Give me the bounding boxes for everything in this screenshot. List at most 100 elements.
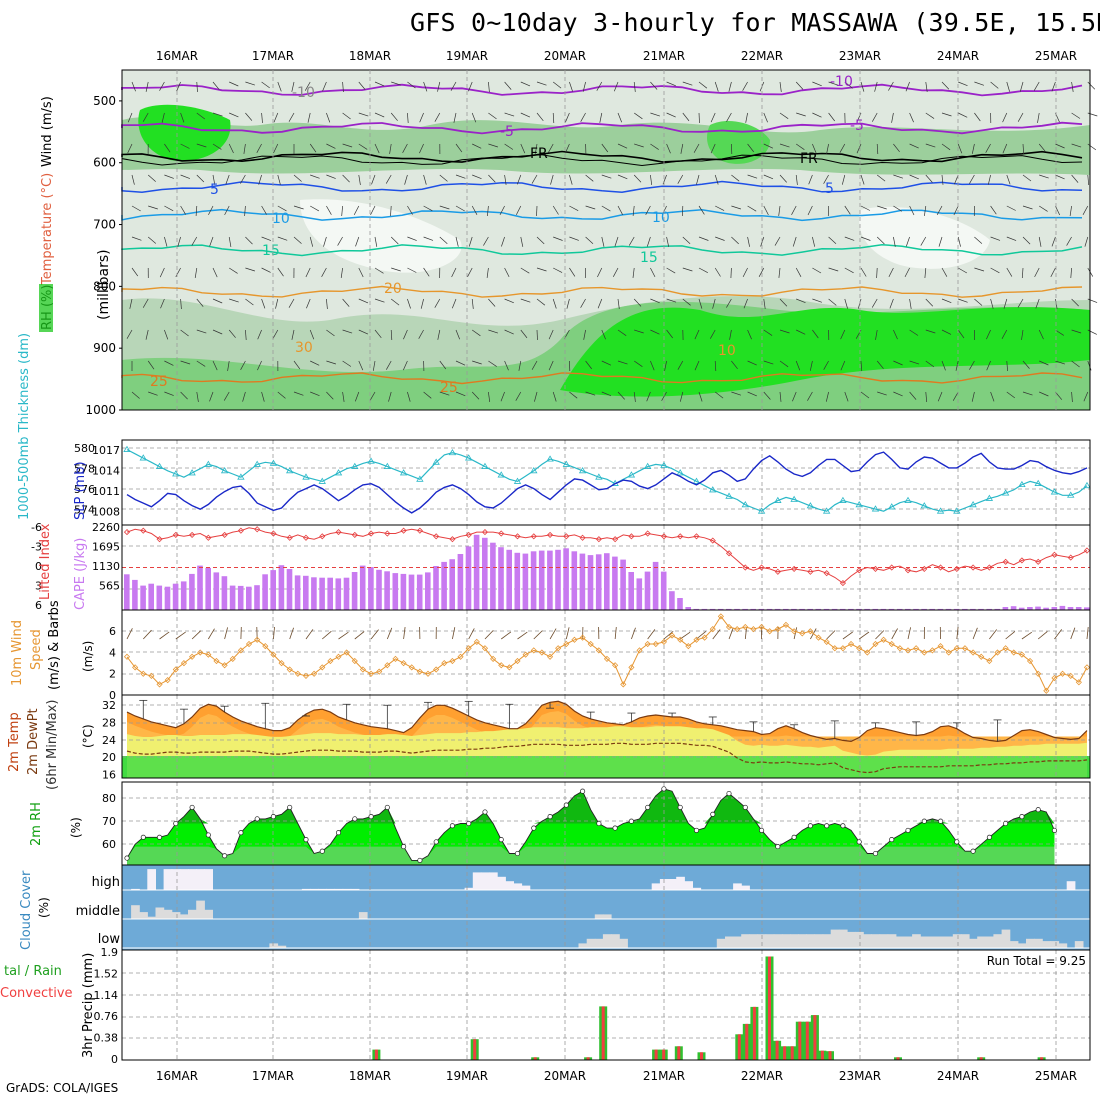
wind-barb [240, 360, 246, 370]
isotherm-line [121, 180, 1083, 194]
wind-barb [306, 298, 311, 309]
rh-marker [384, 804, 390, 810]
thickness-marker [123, 445, 131, 452]
cloud-cell-high [733, 883, 742, 890]
wind-barb [1087, 143, 1097, 151]
cloud-cell-low [903, 936, 913, 948]
rh-marker [759, 827, 765, 833]
wind-barb [504, 298, 514, 304]
li-marker [953, 565, 960, 572]
wind-barb [585, 205, 596, 210]
wind-marker [416, 668, 423, 675]
wind-barb [245, 81, 256, 86]
wind-barb [126, 329, 133, 339]
wind-barb [1005, 631, 1016, 640]
wind-barb [126, 628, 133, 640]
wind-barb [504, 329, 514, 335]
thickness-marker [286, 467, 294, 474]
rh-marker [238, 830, 244, 836]
wind-marker [603, 655, 611, 662]
thickness-marker [578, 467, 587, 474]
rh-marker [449, 823, 455, 829]
cape-bar [530, 551, 537, 610]
cloud-cell-middle [155, 907, 165, 919]
wind-barb [909, 360, 920, 365]
wind-barb [728, 627, 734, 640]
wind-barb [1006, 391, 1016, 399]
wind-marker [685, 643, 692, 650]
wind-marker [807, 628, 814, 635]
wind-barb [145, 329, 149, 340]
cape-bar [563, 548, 569, 610]
cloud-cell-low [1074, 941, 1084, 948]
cloud-cell-low [733, 936, 742, 948]
li-marker [1083, 547, 1091, 554]
wind-barb [844, 267, 854, 274]
wind-barb [599, 112, 603, 123]
wind-marker [213, 657, 220, 665]
wind-barb [196, 143, 207, 148]
wind-barb [374, 298, 385, 303]
wind-barb [569, 174, 573, 185]
rh-marker [124, 855, 130, 861]
wind-barb [601, 360, 612, 366]
wind-barb [471, 329, 481, 337]
wind-barb [407, 267, 417, 273]
wind-barb [646, 391, 651, 402]
li-marker [758, 564, 765, 571]
wind-barb [455, 205, 465, 212]
wind-barb [893, 236, 896, 247]
thickness-marker [1034, 479, 1042, 486]
wind-barb [958, 112, 968, 118]
wind-marker [872, 640, 879, 648]
grads-credit: GrADS: COLA/IGES [6, 1081, 119, 1095]
isotherm-label: 25 [440, 380, 458, 396]
wind-barb [194, 267, 198, 278]
temp-tick-label: 28 [102, 716, 116, 729]
wind-barb [1006, 205, 1016, 211]
rh-marker [156, 834, 163, 840]
wind-barb [293, 205, 304, 210]
wind-barb [196, 329, 207, 334]
wind-barb [520, 298, 531, 303]
wind-barb [728, 81, 732, 92]
thickness-marker [399, 469, 408, 476]
thickness-marker [953, 507, 961, 514]
cape-bar [384, 571, 390, 610]
wind-barb [905, 81, 910, 92]
wind-barb [1071, 81, 1074, 92]
wind-barb [796, 112, 806, 117]
cloud-cell-low [741, 934, 750, 948]
wind-barb [358, 329, 369, 335]
wind-barb [1055, 205, 1061, 216]
wind-barb [385, 174, 392, 184]
cape-bar [612, 556, 618, 610]
isotherm-label: 15 [640, 250, 658, 266]
wind-barb [925, 329, 936, 334]
cloud-cell-high [741, 885, 750, 890]
wind-barb [326, 391, 334, 400]
wind-barb [326, 360, 337, 365]
wind-barb [386, 627, 393, 640]
cape-bar [229, 585, 236, 610]
wind-marker [961, 645, 969, 652]
wind-marker [953, 645, 960, 652]
wind-marker [441, 660, 448, 667]
rh-marker [368, 814, 374, 820]
li-marker [791, 565, 798, 572]
wind-marker [205, 651, 212, 658]
wind-barb [1017, 112, 1024, 122]
cape-bar [986, 608, 992, 610]
isotherm-line [121, 285, 1083, 298]
wind-barb [488, 81, 490, 93]
wind-barb [569, 267, 576, 277]
precip-conv-bar [1040, 1057, 1044, 1060]
wind-barb [212, 112, 223, 117]
wind-barb [374, 267, 384, 274]
wind-marker [538, 649, 545, 656]
date-tick-label-bottom: 16MAR [156, 1069, 198, 1083]
wind-marker [994, 649, 1001, 656]
wind-barb [536, 267, 547, 272]
wind-barb [1069, 205, 1072, 216]
thickness-marker [725, 492, 733, 499]
